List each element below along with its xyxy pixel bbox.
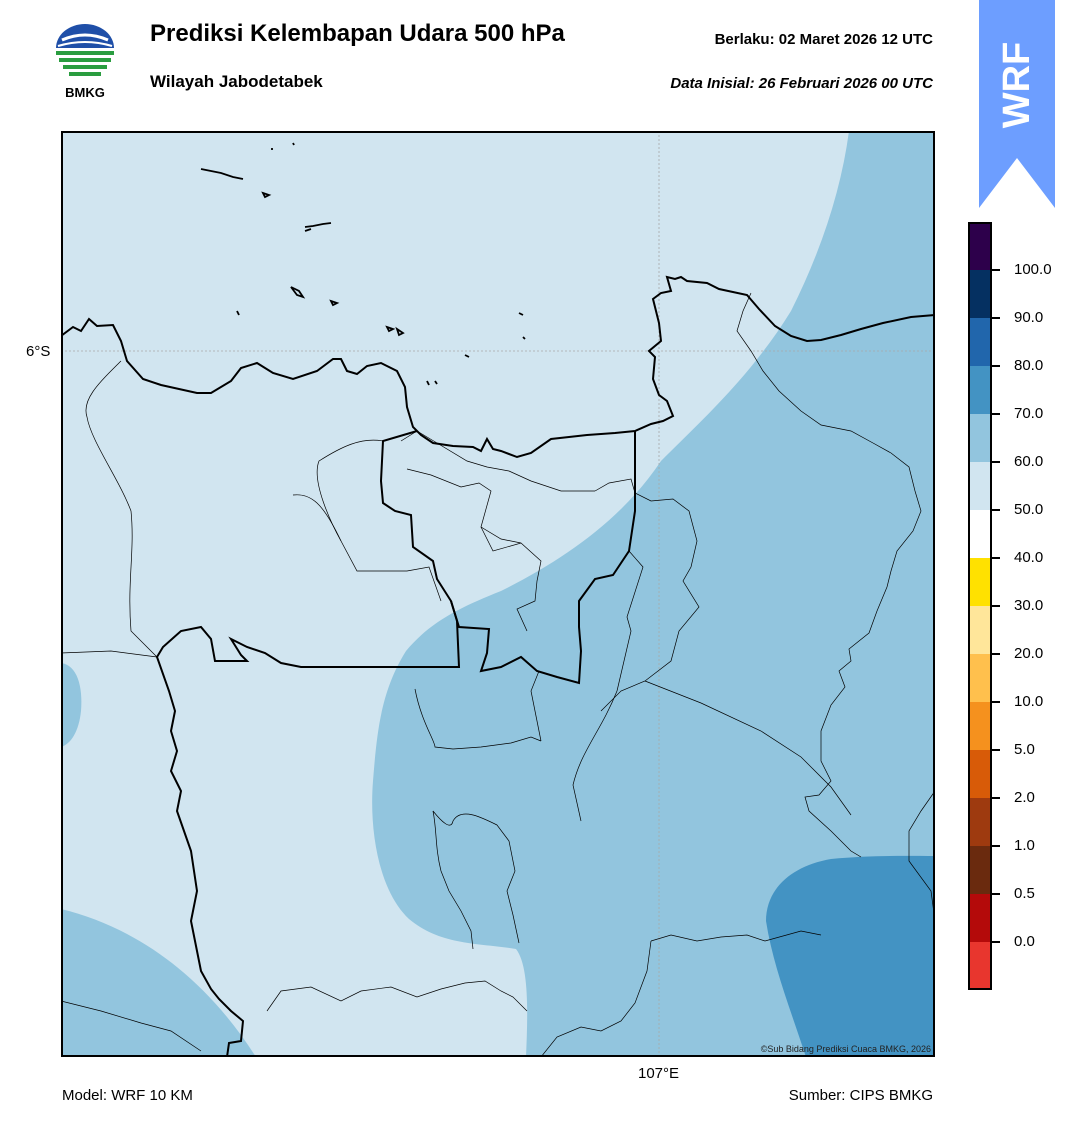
wrf-label: WRF [996,42,1038,129]
source-label: Sumber: CIPS BMKG [788,1087,933,1104]
colorbar-segment [968,654,992,702]
islands [200,142,526,386]
colorbar-segment [968,846,992,894]
colorbar-segment [968,366,992,414]
colorbar-tick [992,605,1000,607]
colorbar-segment [968,606,992,654]
colorbar-label: 2.0 [1014,789,1035,806]
init-time: Data Inisial: 26 Februari 2026 00 UTC [670,75,933,92]
colorbar-label: 40.0 [1014,549,1044,566]
colorbar [968,222,992,990]
colorbar-label: 90.0 [1014,309,1044,326]
colorbar-tick [992,701,1000,703]
colorbar-tick [992,269,1000,271]
regency-boundaries [61,292,935,1057]
colorbar-segment [968,414,992,462]
page-title: Prediksi Kelembapan Udara 500 hPa [150,20,565,47]
colorbar-label: 100.0 [1014,261,1052,278]
model-label: Model: WRF 10 KM [62,1087,193,1104]
longitude-label: 107°E [638,1065,680,1082]
colorbar-tick [992,413,1000,415]
colorbar-label: 80.0 [1014,357,1044,374]
colorbar-label: 10.0 [1014,693,1044,710]
humidity-band-60-70-southwest [61,909,256,1057]
colorbar-tick [992,845,1000,847]
map-frame [61,131,935,1057]
colorbar-segment [968,894,992,942]
bmkg-logo-icon [52,20,118,102]
province-boundaries [155,430,636,1057]
colorbar-tick [992,749,1000,751]
colorbar-segment [968,510,992,558]
latitude-label: 6°S [26,343,51,360]
colorbar-segment [968,702,992,750]
colorbar-label: 5.0 [1014,741,1035,758]
colorbar-segment [968,798,992,846]
colorbar-frame [968,222,992,990]
colorbar-label: 70.0 [1014,405,1044,422]
colorbar-tick [992,317,1000,319]
colorbar-segment [968,558,992,606]
wrf-badge-text: WRF [979,40,1055,130]
humidity-band-60-70-west [61,663,82,747]
colorbar-segment [968,222,992,270]
valid-time: Berlaku: 02 Maret 2026 12 UTC [714,31,933,48]
colorbar-tick [992,461,1000,463]
colorbar-label: 0.0 [1014,933,1035,950]
humidity-band-70-80 [766,855,935,1057]
colorbar-segment [968,462,992,510]
wrf-badge [979,0,1055,210]
colorbar-tick [992,653,1000,655]
colorbar-label: 30.0 [1014,597,1044,614]
colorbar-tick [992,365,1000,367]
colorbar-label: 20.0 [1014,645,1044,662]
colorbar-tick [992,941,1000,943]
coastline [61,275,935,459]
colorbar-label: 0.5 [1014,885,1035,902]
map-copyright: ©Sub Bidang Prediksi Cuaca BMKG, 2026 [761,1044,931,1054]
colorbar-segment [968,270,992,318]
colorbar-segment [968,942,992,990]
logo-text: BMKG [65,85,105,100]
colorbar-label: 50.0 [1014,501,1044,518]
page-subtitle: Wilayah Jabodetabek [150,72,323,91]
colorbar-label: 1.0 [1014,837,1035,854]
humidity-map: ©Sub Bidang Prediksi Cuaca BMKG, 2026 [61,131,935,1057]
colorbar-tick [992,893,1000,895]
colorbar-segment [968,750,992,798]
colorbar-tick [992,509,1000,511]
colorbar-tick [992,797,1000,799]
colorbar-label: 60.0 [1014,453,1044,470]
humidity-band-60-70 [372,131,935,1057]
colorbar-segment [968,318,992,366]
colorbar-tick [992,557,1000,559]
